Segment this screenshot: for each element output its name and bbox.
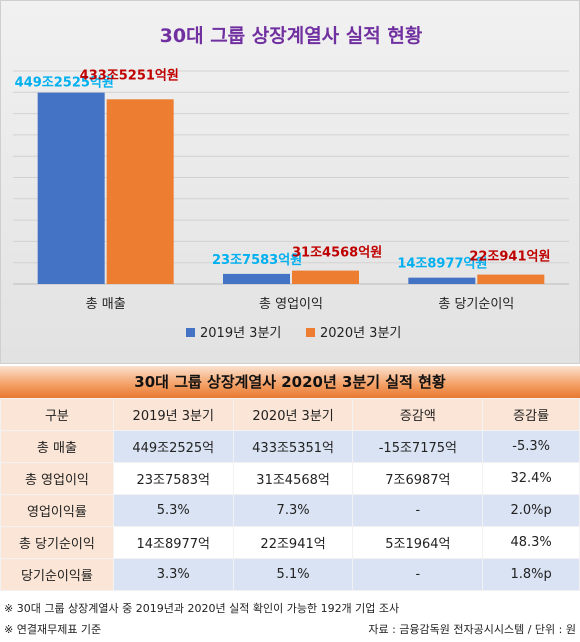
legend-label: 2020년 3분기 bbox=[320, 326, 401, 341]
legend-label: 2019년 3분기 bbox=[200, 326, 281, 341]
cell-2019q3: 5.3% bbox=[112, 494, 234, 527]
cell-2020q3: 433조5351억 bbox=[232, 430, 354, 463]
cell-2020q3: 22조941억 bbox=[232, 526, 354, 559]
footnotes: ※ 30대 그룹 상장계열사 중 2019년과 2020년 실적 확인이 가능한… bbox=[4, 598, 576, 640]
cell-2019q3: 449조2525억 bbox=[112, 430, 234, 463]
cell-change-rate: 1.8%p bbox=[482, 558, 580, 591]
row-label: 총 매출 bbox=[0, 430, 114, 463]
table-row: 총 영업이익 23조7583억 31조4568억 7조6987억 32.4% bbox=[0, 462, 580, 495]
chart-panel: 30대 그룹 상장계열사 실적 현황 449조2525억원 23조7583억원 14… bbox=[0, 0, 580, 364]
footnote-survey: ※ 30대 그룹 상장계열사 중 2019년과 2020년 실적 확인이 가능한… bbox=[4, 602, 400, 615]
legend-swatch bbox=[306, 328, 315, 337]
data-label: 433조5251억원 bbox=[80, 68, 179, 83]
cell-2019q3: 14조8977억 bbox=[112, 526, 234, 559]
cell-2020q3: 31조4568억 bbox=[232, 462, 354, 495]
row-label: 영업이익률 bbox=[0, 494, 114, 527]
bar-chart: 449조2525억원 23조7583억원 14조8977억원 433조5251억원 31… bbox=[13, 68, 569, 341]
table-row: 총 당기순이익 14조8977억 22조941억 5조1964억 48.3% bbox=[0, 526, 580, 559]
table-row: 영업이익률 5.3% 7.3% - 2.0%p bbox=[0, 494, 580, 527]
bar-2019q3 bbox=[408, 277, 476, 284]
table-title: 30대 그룹 상장계열사 2020년 3분기 실적 현황 bbox=[0, 366, 580, 398]
category-label: 총 당기순이익 bbox=[438, 297, 514, 312]
row-label: 총 영업이익 bbox=[0, 462, 114, 495]
data-label: 23조7583억원 bbox=[212, 253, 302, 268]
data-label: 14조8977억원 bbox=[397, 257, 487, 272]
header-category: 구분 bbox=[0, 398, 114, 431]
bar-2020q3 bbox=[477, 274, 545, 284]
data-label: 31조4568억원 bbox=[292, 246, 382, 261]
chart-title: 30대 그룹 상장계열사 실적 현황 bbox=[159, 25, 423, 47]
footnote-basis: ※ 연결재무제표 기준 bbox=[4, 623, 102, 636]
header-2020q3: 2020년 3분기 bbox=[232, 398, 354, 431]
header-change-rate: 증감률 bbox=[482, 398, 580, 431]
source-note: 자료 : 금융감독원 전자공시시스템 / 단위 : 원 bbox=[368, 623, 576, 636]
category-label: 총 영업이익 bbox=[259, 297, 323, 312]
bar-2020q3 bbox=[106, 99, 174, 285]
cell-change-amount: - bbox=[352, 558, 484, 591]
cell-change-amount: - bbox=[352, 494, 484, 527]
table-row: 당기순이익률 3.3% 5.1% - 1.8%p bbox=[0, 558, 580, 591]
bar-2019q3 bbox=[223, 273, 290, 284]
cell-change-rate: 48.3% bbox=[482, 526, 580, 559]
cell-change-amount: -15조7175억 bbox=[352, 430, 484, 463]
bar-2020q3 bbox=[292, 270, 359, 284]
cell-2020q3: 5.1% bbox=[232, 558, 354, 591]
header-change-amount: 증감액 bbox=[352, 398, 484, 431]
summary-table: 구분 2019년 3분기 2020년 3분기 증감액 증감률 총 매출 449조… bbox=[0, 398, 580, 591]
cell-change-rate: 32.4% bbox=[482, 462, 580, 495]
cell-change-rate: 2.0%p bbox=[482, 494, 580, 527]
data-label: 22조941억원 bbox=[469, 250, 550, 265]
cell-change-amount: 7조6987억 bbox=[352, 462, 484, 495]
cell-change-amount: 5조1964억 bbox=[352, 526, 484, 559]
row-label: 당기순이익률 bbox=[0, 558, 114, 591]
cell-2020q3: 7.3% bbox=[232, 494, 354, 527]
cell-change-rate: -5.3% bbox=[482, 430, 580, 463]
cell-2019q3: 23조7583억 bbox=[112, 462, 234, 495]
table-row: 총 매출 449조2525억 433조5351억 -15조7175억 -5.3% bbox=[0, 430, 580, 463]
row-label: 총 당기순이익 bbox=[0, 526, 114, 559]
bar-2019q3 bbox=[37, 92, 105, 284]
category-label: 총 매출 bbox=[86, 297, 126, 312]
legend-swatch bbox=[186, 328, 195, 337]
table-header-row: 구분 2019년 3분기 2020년 3분기 증감액 증감률 bbox=[0, 398, 580, 431]
cell-2019q3: 3.3% bbox=[112, 558, 234, 591]
header-2019q3: 2019년 3분기 bbox=[112, 398, 234, 431]
data-label: 449조2525억원 bbox=[15, 76, 114, 91]
